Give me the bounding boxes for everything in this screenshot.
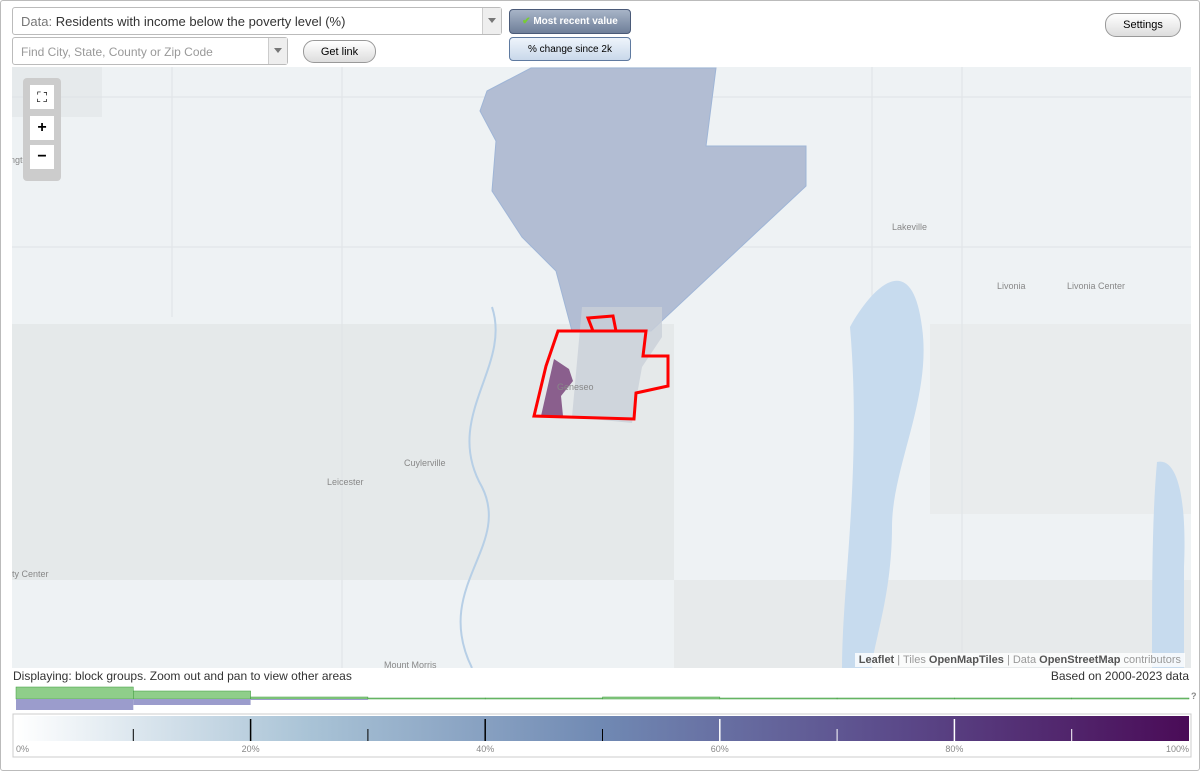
histogram-bar [484, 697, 603, 700]
histogram-bar [367, 697, 486, 700]
fit-button[interactable]: ⛶ [30, 85, 54, 109]
data-label: Data: [21, 14, 53, 29]
search-placeholder: Find City, State, County or Zip Code [21, 45, 213, 59]
histogram-bar [133, 699, 251, 705]
histogram-bar [250, 696, 369, 700]
map: Lakeville Livonia Livonia Center Geneseo Cuy… [12, 67, 1191, 668]
settings-button[interactable]: Settings [1105, 13, 1181, 37]
zoom-controls: ⛶ + − [23, 78, 61, 181]
search-box[interactable]: Find City, State, County or Zip Code [12, 37, 288, 65]
data-select[interactable]: Data: Residents with income below the po… [12, 7, 502, 35]
histogram-bar [719, 697, 838, 700]
unknown-label: ? [1191, 691, 1197, 701]
histogram-bar [836, 697, 955, 700]
histogram-bar [1071, 697, 1190, 700]
legend-label: 20% [242, 744, 260, 754]
map-label: Livonia [997, 281, 1026, 291]
most-recent-button[interactable]: ✔ Most recent value [509, 9, 631, 34]
attribution-part[interactable]: OpenStreetMap [1039, 654, 1121, 666]
attribution-part: | Data [1006, 654, 1037, 666]
legend-label: 80% [945, 744, 963, 754]
get-link-button[interactable]: Get link [303, 40, 376, 63]
zoom-out[interactable]: − [30, 145, 54, 169]
map-label: ngto [12, 155, 28, 165]
histogram-bar [250, 699, 368, 700]
attribution-part[interactable]: Leaflet [858, 654, 895, 666]
map-label: Leicester [327, 477, 364, 487]
legend-label: 60% [711, 744, 729, 754]
zoom-in[interactable]: + [30, 116, 54, 140]
map-label: Lakeville [892, 222, 927, 232]
legend-label: 0% [16, 744, 29, 754]
legend-label: 40% [476, 744, 494, 754]
map-label: Livonia Center [1067, 281, 1125, 291]
histogram-bar [954, 697, 1072, 700]
most-recent-label: Most recent value [533, 16, 618, 27]
attribution-part: contributors [1123, 654, 1181, 666]
histogram-bar [16, 699, 134, 710]
legend-label: 100% [1166, 744, 1189, 754]
change-button[interactable]: % change since 2k [509, 37, 631, 61]
attribution-part[interactable]: OpenMapTiles [928, 654, 1004, 666]
map-label: Geneseo [557, 382, 594, 392]
map-label: Mount Morris [384, 660, 437, 668]
attribution: Leaflet | Tiles OpenMapTiles | Data Open… [854, 653, 1185, 667]
data-value: Residents with income below the poverty … [55, 14, 346, 29]
data-range: Based on 2000-2023 data [1050, 669, 1189, 683]
histogram-bar [15, 686, 134, 700]
map-label: Cuylerville [404, 458, 446, 468]
histogram-bar [133, 690, 251, 700]
status: Displaying: block groups. Zoom out and p… [13, 669, 352, 683]
histogram-bar [602, 696, 721, 700]
attribution-part: | Tiles [897, 654, 926, 666]
map-label: ity Center [12, 569, 49, 579]
legend: ? 0% 20% 40% 60% 80% 100% [12, 686, 1197, 758]
